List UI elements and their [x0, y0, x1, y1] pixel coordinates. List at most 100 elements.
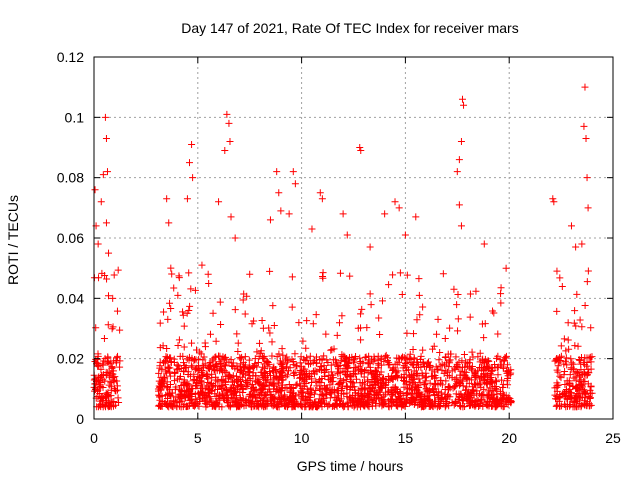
- data-point: [378, 297, 386, 305]
- y-tick-label: 0.12: [57, 49, 84, 65]
- data-point: [388, 398, 396, 406]
- data-point: [497, 388, 505, 396]
- data-point: [441, 361, 449, 369]
- data-point: [104, 402, 112, 410]
- data-point: [266, 267, 274, 275]
- data-point: [401, 231, 409, 239]
- data-point: [201, 400, 209, 408]
- data-point: [502, 264, 510, 272]
- data-point: [320, 362, 328, 370]
- data-point: [374, 364, 382, 372]
- data-point: [571, 342, 579, 350]
- data-point: [239, 296, 247, 304]
- data-point: [215, 352, 223, 360]
- data-point: [221, 378, 229, 386]
- data-point: [558, 283, 566, 291]
- data-point: [556, 372, 564, 380]
- data-point: [207, 398, 215, 406]
- data-point: [585, 402, 593, 410]
- data-point: [260, 374, 268, 382]
- data-point: [211, 367, 219, 375]
- data-point: [194, 372, 202, 380]
- x-axis-label: GPS time / hours: [297, 458, 404, 474]
- data-point: [362, 366, 370, 374]
- data-point: [393, 371, 401, 379]
- data-point: [457, 367, 465, 375]
- data-point: [210, 402, 218, 410]
- data-point: [557, 402, 565, 410]
- data-point: [261, 403, 269, 411]
- data-point: [553, 401, 561, 409]
- data-point: [380, 401, 388, 409]
- data-point: [450, 285, 458, 293]
- data-point: [445, 359, 453, 367]
- data-point: [156, 396, 164, 404]
- data-point: [205, 280, 213, 288]
- data-point: [460, 101, 468, 109]
- data-point: [97, 198, 105, 206]
- data-point: [208, 357, 216, 365]
- data-point: [266, 216, 274, 224]
- data-point: [353, 375, 361, 383]
- data-point: [336, 369, 344, 377]
- data-point: [276, 359, 284, 367]
- data-point: [326, 394, 334, 402]
- data-point: [218, 381, 226, 389]
- data-point: [284, 367, 292, 375]
- data-point: [406, 350, 414, 358]
- data-point: [194, 366, 202, 374]
- data-point: [291, 350, 299, 358]
- data-point: [455, 201, 463, 209]
- data-point: [184, 371, 192, 379]
- data-point: [270, 401, 278, 409]
- data-point: [570, 319, 578, 327]
- data-point: [198, 261, 206, 269]
- data-point: [241, 353, 249, 361]
- data-point: [478, 390, 486, 398]
- data-point: [292, 362, 300, 370]
- data-point: [370, 394, 378, 402]
- data-point: [289, 394, 297, 402]
- data-point: [185, 269, 193, 277]
- data-point: [557, 374, 565, 382]
- data-point: [266, 329, 274, 337]
- data-point: [201, 339, 209, 347]
- data-point: [226, 403, 234, 411]
- data-point: [101, 355, 109, 363]
- data-point: [269, 367, 277, 375]
- data-point: [561, 389, 569, 397]
- data-point: [246, 368, 254, 376]
- data-point: [488, 379, 496, 387]
- data-point: [459, 403, 467, 411]
- data-point: [336, 269, 344, 277]
- data-point: [340, 352, 348, 360]
- data-point: [450, 401, 458, 409]
- data-point: [403, 271, 411, 279]
- data-point: [571, 307, 579, 315]
- data-point: [254, 378, 262, 386]
- data-point: [95, 384, 103, 392]
- data-point: [503, 361, 511, 369]
- data-point: [102, 134, 110, 142]
- data-point: [434, 315, 442, 323]
- data-point: [431, 381, 439, 389]
- data-point: [258, 316, 266, 324]
- data-point: [413, 316, 421, 324]
- data-point: [275, 189, 283, 197]
- data-point: [357, 396, 365, 404]
- data-point: [568, 359, 576, 367]
- data-point: [581, 83, 589, 91]
- data-point: [300, 355, 308, 363]
- data-point: [388, 395, 396, 403]
- data-point: [431, 397, 439, 405]
- data-point: [333, 358, 341, 366]
- data-point: [186, 302, 194, 310]
- data-point: [247, 390, 255, 398]
- data-point: [215, 198, 223, 206]
- data-point: [412, 364, 420, 372]
- data-point: [223, 358, 231, 366]
- data-point: [316, 189, 324, 197]
- data-point: [432, 380, 440, 388]
- data-point: [239, 395, 247, 403]
- data-point: [179, 308, 187, 316]
